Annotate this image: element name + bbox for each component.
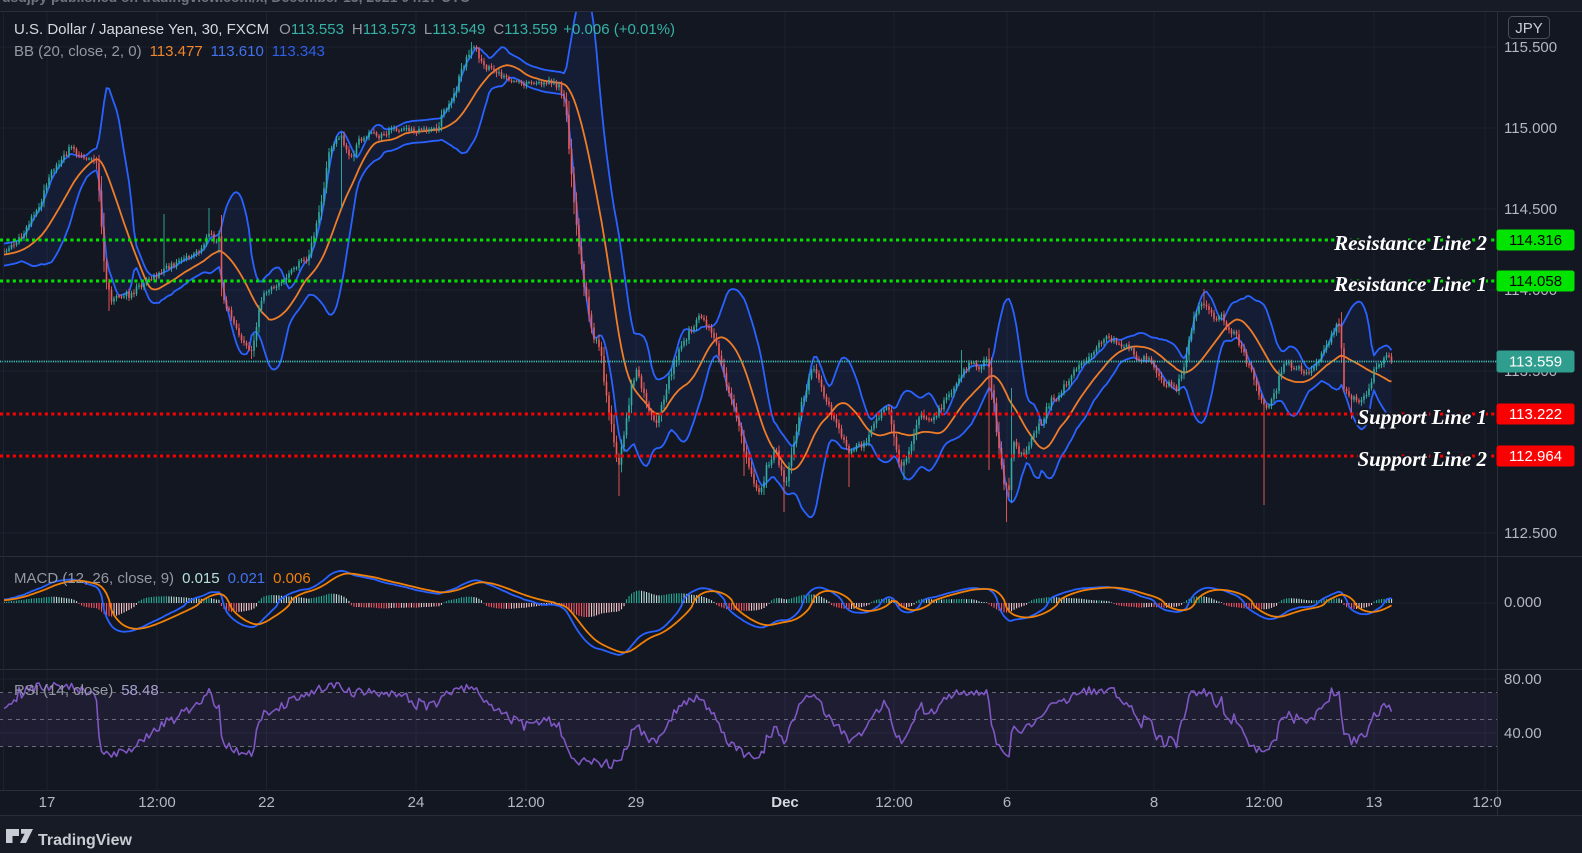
svg-text:0.000: 0.000: [1504, 594, 1542, 611]
svg-text:24: 24: [408, 794, 425, 811]
svg-text:Support Line 1: Support Line 1: [1357, 405, 1487, 429]
svg-text:Resistance Line 1: Resistance Line 1: [1333, 272, 1487, 296]
svg-text:6: 6: [1003, 794, 1011, 811]
svg-text:U.S. Dollar / Japanese Yen, 30: U.S. Dollar / Japanese Yen, 30, FXCM O113…: [14, 21, 675, 38]
svg-text:113.559: 113.559: [1509, 354, 1562, 371]
svg-text:12:00: 12:00: [507, 794, 545, 811]
svg-text:12:00: 12:00: [875, 794, 913, 811]
svg-text:Support Line 2: Support Line 2: [1357, 447, 1487, 471]
svg-text:113.222: 113.222: [1509, 406, 1562, 423]
svg-text:112.500: 112.500: [1504, 525, 1557, 542]
svg-text:29: 29: [628, 794, 645, 811]
svg-text:114.058: 114.058: [1509, 273, 1562, 290]
svg-text:114.500: 114.500: [1504, 201, 1557, 218]
svg-text:Resistance Line 2: Resistance Line 2: [1333, 231, 1487, 255]
svg-text:114.316: 114.316: [1509, 232, 1562, 249]
svg-text:12:00: 12:00: [138, 794, 176, 811]
svg-text:TradingView: TradingView: [38, 832, 133, 849]
svg-text:40.00: 40.00: [1504, 725, 1542, 742]
svg-text:112.964: 112.964: [1509, 448, 1562, 465]
svg-text:8: 8: [1150, 794, 1158, 811]
svg-text:13: 13: [1366, 794, 1383, 811]
svg-text:RSI (14, close)58.48: RSI (14, close) 58.48: [14, 682, 159, 699]
svg-text:usdjpy published on tradingvie: usdjpy published on tradingview.com/x, D…: [2, 0, 470, 5]
svg-text:12:00: 12:00: [1245, 794, 1283, 811]
svg-text:17: 17: [39, 794, 56, 811]
svg-text:22: 22: [258, 794, 275, 811]
svg-text:12:0: 12:0: [1472, 794, 1501, 811]
svg-text:115.000: 115.000: [1504, 120, 1557, 137]
svg-text:JPY: JPY: [1515, 20, 1543, 37]
svg-text:Dec: Dec: [771, 794, 799, 811]
svg-text:115.500: 115.500: [1504, 39, 1557, 56]
svg-text:80.00: 80.00: [1504, 671, 1542, 688]
